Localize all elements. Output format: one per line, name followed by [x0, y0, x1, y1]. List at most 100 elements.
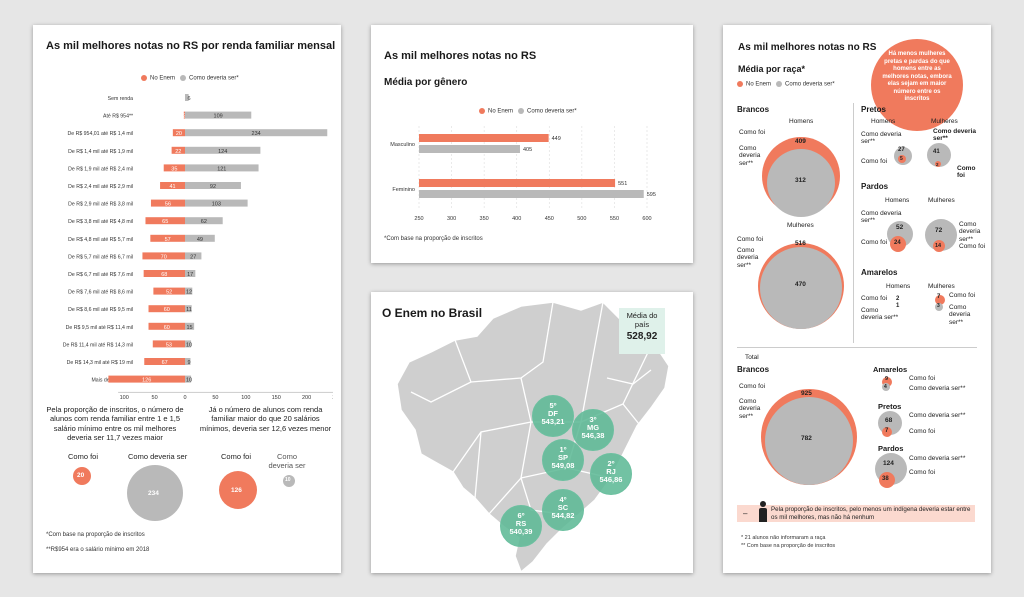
total-brancos-como-deveria: Como deveria ser** [739, 398, 775, 420]
bubble-left-foi-value: 20 [77, 472, 85, 479]
total-pardos-como-foi: Como foi [909, 469, 936, 476]
pretos-mulheres-label: Mulheres [931, 118, 958, 125]
pretos-m-foi-circle [935, 161, 941, 167]
income-value-deveria: 6 [187, 96, 190, 102]
legend-enem-label: No Enem [150, 75, 176, 82]
brancos-h-como-deveria: Como deveria ser** [739, 145, 775, 167]
income-bar-deveria [185, 199, 248, 207]
gender-legend: No Enem Como deveria ser* [479, 108, 577, 115]
income-bar-deveria [185, 340, 192, 348]
total-amarelos-deveria-circle [882, 383, 890, 391]
state-uf: SP [557, 452, 568, 462]
income-value-enem: 22 [175, 149, 181, 155]
amarelos-h-como-deveria-text: Como deveria ser** [861, 307, 899, 322]
gender-legend-enem-label: No Enem [488, 108, 514, 115]
state-uf: MG [586, 422, 600, 432]
map-average-box: Média do país 528,92 [619, 308, 665, 354]
state-ring-text: 6º RS 540,39 [501, 512, 541, 536]
indigena-text: Pela proporção de inscritos, pelo menos … [771, 506, 971, 522]
bubble-right-label2: Como deveria ser [267, 452, 307, 470]
state-rank: 4º [559, 495, 567, 504]
income-bar-enem [163, 164, 185, 172]
gender-footnote: *Com base na proporção de inscritos [384, 236, 483, 242]
state-score: 543,21 [541, 416, 565, 426]
income-bar-deveria [185, 358, 191, 365]
amarelos-h-como-deveria: Como deveria ser** [861, 307, 901, 322]
income-bar-enem [183, 111, 185, 119]
total-pardos-heading: Pardos [878, 444, 904, 453]
brancos-m-como-deveria-text: Como deveria ser** [737, 247, 759, 269]
total-brancos-como-deveria-text: Como deveria ser** [739, 398, 761, 420]
income-value-deveria: 121 [217, 166, 226, 172]
income-bar-enem [108, 375, 185, 383]
income-value-enem: 126 [142, 378, 151, 384]
income-category-label: De R$ 6,7 mil até R$ 7,6 mil [68, 272, 133, 278]
race-legend-enem-swatch [737, 81, 743, 87]
total-brancos-foi-value: 925 [801, 390, 812, 397]
income-legend: No Enem Como deveria ser* [141, 75, 239, 82]
brancos-h-como-foi: Como foi [739, 129, 766, 136]
amarelos-m-deveria-circle [935, 303, 943, 311]
gender-category-label: Masculino [390, 142, 415, 148]
pretos-h-foi-value: 5 [900, 156, 903, 162]
income-value-enem: 70 [161, 254, 167, 260]
pardos-h-como-deveria: Como deveria ser** [861, 210, 903, 225]
state-ring-sc: 4º SC 544,82 [542, 489, 584, 531]
bubble-right-label2-text: Como deveria ser [268, 452, 306, 470]
bubble-left-foi [73, 467, 91, 485]
bubble-right-foi-value: 126 [231, 487, 242, 494]
gender-panel: As mil melhores notas no RS Média por gê… [371, 25, 693, 263]
pardos-m-deveria-value: 72 [935, 227, 943, 234]
gender-bar-value: 449 [552, 136, 561, 142]
income-bar-enem [152, 340, 185, 348]
state-uf: RJ [606, 466, 616, 476]
gender-bar-chart: 250 300 350 400 450 500 550 600 Masculino 449 405 F… [390, 126, 656, 222]
brancos-m-como-deveria: Como deveria ser** [737, 247, 773, 269]
pardos-h-deveria-value: 52 [896, 224, 904, 231]
income-bar-deveria [185, 111, 252, 119]
income-bar-deveria [185, 234, 215, 242]
income-bar-deveria [185, 182, 241, 189]
income-x-tick: 100 [120, 395, 129, 401]
total-pretos-foi-circle [882, 427, 892, 437]
state-score: 549,08 [551, 460, 575, 470]
race-divider-horizontal [737, 347, 977, 348]
indigena-box [737, 505, 975, 522]
income-category-label: De R$ 11,4 mil até R$ 14,3 mil [63, 342, 133, 348]
amarelos-m-como-deveria-text: Como deveria ser** [949, 304, 971, 326]
pretos-m-como-foi: Como foi [957, 165, 981, 180]
pretos-heading: Pretos [861, 105, 886, 114]
income-value-deveria: 9 [187, 360, 190, 366]
income-bar-deveria [185, 129, 328, 137]
income-bar-enem [153, 287, 185, 295]
state-uf: SC [557, 502, 569, 512]
pardos-m-foi-value: 14 [935, 243, 942, 249]
state-ring-text: 4º SC 544,82 [543, 496, 583, 520]
income-category-label: De R$ 9,5 mil até R$ 11,4 mil [66, 325, 133, 331]
income-bar-enem [148, 305, 185, 313]
gender-legend-deveria-label: Como deveria ser* [527, 108, 577, 115]
total-pardos-foi-circle [879, 472, 895, 488]
bubble-left-label2: Como deveria ser [128, 452, 188, 461]
pardos-m-como-deveria-text: Como deveria ser** [959, 221, 981, 243]
total-pretos-deveria-value: 68 [885, 417, 893, 424]
income-footnote-1: *Com base na proporção de inscritos [46, 532, 145, 538]
income-value-enem: 57 [165, 237, 171, 243]
bubble-left-label1: Como foi [68, 452, 99, 461]
pardos-h-como-foi: Como foi [861, 239, 888, 246]
race-legend-deveria-swatch [776, 81, 783, 87]
race-subtitle: Média por raça* [738, 64, 806, 74]
total-pardos-como-deveria: Como deveria ser** [909, 455, 966, 462]
total-pretos-como-deveria: Como deveria ser** [909, 412, 966, 419]
pardos-homens-label: Homens [885, 197, 910, 204]
state-ring-text: 3º MG 546,38 [573, 416, 613, 440]
gender-x-tick: 400 [512, 216, 521, 222]
income-value-enem: 35 [171, 166, 177, 172]
legend-deveria-label: Como deveria ser* [189, 75, 239, 82]
pardos-m-foi-circle [933, 240, 945, 252]
amarelos-heading: Amarelos [861, 268, 898, 277]
income-title: As mil melhores notas no RS por renda fa… [46, 40, 336, 52]
brancos-h-foi-value: 409 [795, 138, 806, 145]
income-bar-deveria [185, 252, 202, 260]
total-pardos-deveria-value: 124 [883, 460, 894, 467]
